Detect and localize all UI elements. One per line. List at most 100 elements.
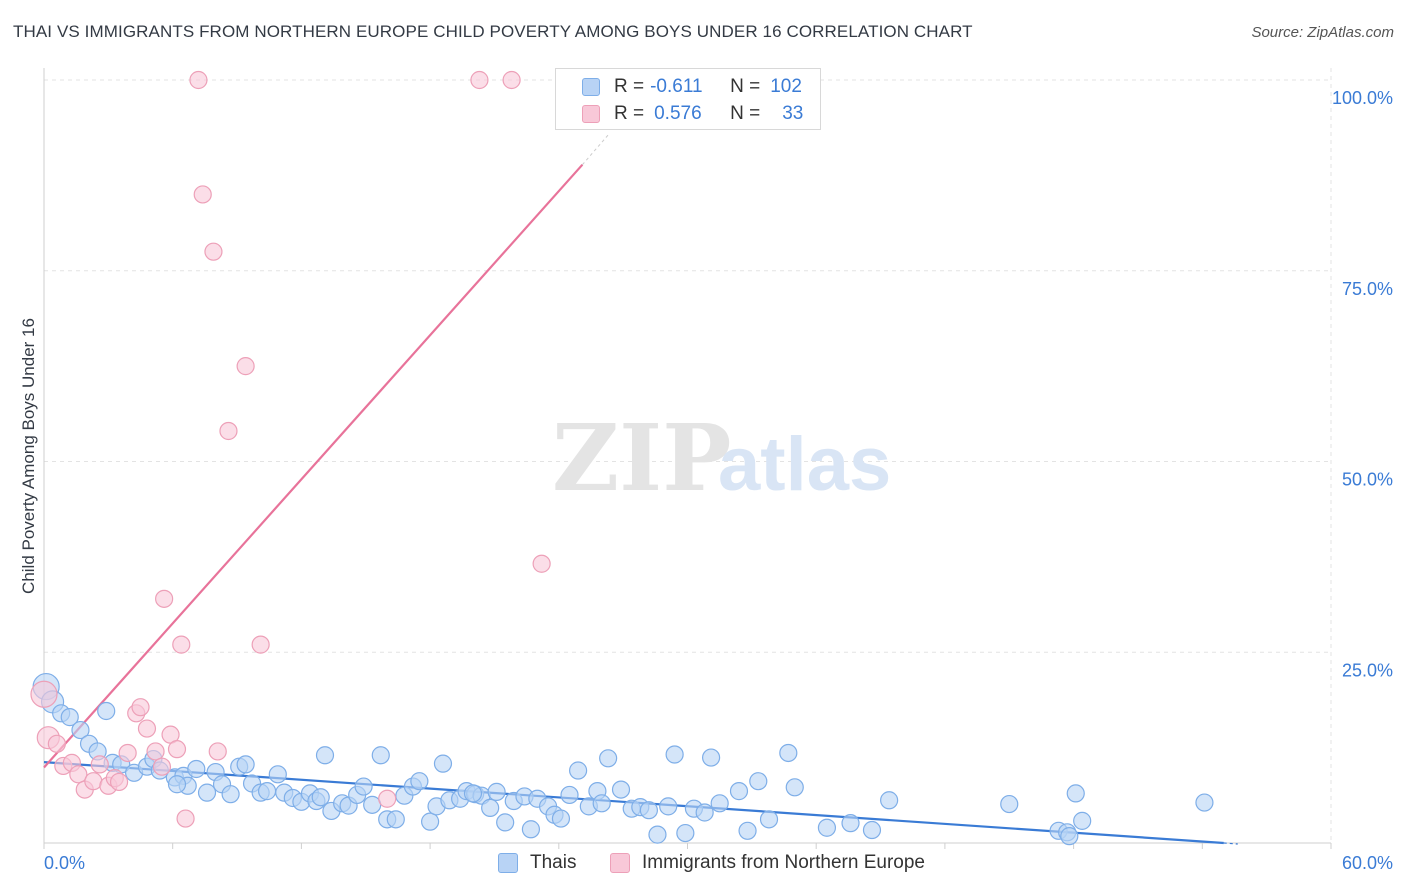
thais-point: [167, 775, 187, 794]
thais-point: [695, 803, 714, 822]
immigrants-point: [189, 70, 208, 90]
legend-swatch-thais: [498, 853, 518, 873]
x-tick-label: 60.0%: [1342, 853, 1393, 873]
legend-swatch-immigrants: [582, 105, 600, 123]
thais-point: [841, 814, 860, 833]
thais-point: [268, 765, 287, 784]
thais-point: [60, 708, 79, 727]
r-value: -0.611: [650, 76, 703, 97]
thais-point: [880, 791, 899, 810]
watermark-atlas: atlas: [718, 422, 891, 507]
thais-point: [639, 801, 658, 820]
immigrants-point: [208, 742, 227, 761]
trend-line-immigrants: [43, 163, 584, 769]
thais-point: [569, 761, 588, 780]
watermark-zip: ZIP: [552, 404, 731, 512]
immigrants-point: [152, 757, 172, 776]
thais-point: [386, 810, 405, 829]
thais-point: [187, 759, 206, 779]
thais-point: [648, 825, 667, 844]
immigrants-point: [204, 242, 223, 261]
trend-line-immigrants-extension: [582, 134, 609, 166]
immigrants-point: [84, 772, 103, 791]
legend-row-thais: R = -0.611 N = 102: [582, 74, 802, 100]
thais-point: [257, 782, 277, 801]
immigrants-point: [219, 421, 238, 441]
data-points: [30, 70, 1214, 846]
source-label: Source: ZipAtlas.com: [1251, 24, 1394, 41]
r-value: 0.576: [654, 103, 702, 124]
thais-point: [729, 782, 749, 801]
thais-point: [1073, 811, 1092, 830]
y-tick-label: 50.0%: [1342, 470, 1393, 490]
thais-point: [1000, 794, 1019, 814]
thais-point: [817, 818, 837, 837]
thais-point: [481, 798, 500, 818]
legend-item-immigrants[interactable]: Immigrants from Northern Europe: [610, 852, 925, 874]
n-label: N =: [730, 103, 761, 124]
thais-point: [463, 784, 483, 803]
thais-point: [487, 782, 506, 801]
thais-point: [421, 812, 440, 831]
legend-swatch-immigrants: [610, 853, 630, 873]
thais-point: [710, 794, 729, 813]
immigrants-point: [470, 70, 489, 90]
series-legend: Thais Immigrants from Northern Europe: [0, 852, 1406, 878]
y-tick-label: 75.0%: [1342, 279, 1393, 299]
immigrants-point: [30, 680, 58, 708]
r-label: R =: [614, 76, 645, 97]
immigrants-point: [193, 185, 212, 204]
trend-line-thais-extension: [1223, 842, 1238, 845]
thais-point: [371, 746, 390, 765]
legend-item-thais[interactable]: Thais: [498, 852, 576, 874]
thais-point: [354, 777, 373, 796]
axes: [43, 68, 1332, 849]
thais-point: [551, 809, 571, 828]
immigrants-point: [172, 635, 191, 654]
immigrants-point: [167, 740, 187, 759]
thais-point: [410, 772, 429, 791]
thais-point: [1195, 793, 1214, 812]
immigrants-point: [251, 635, 270, 654]
tick-labels: 25.0% 50.0% 75.0% 100.0% 0.0% 60.0%: [44, 88, 1393, 873]
x-tick-label: 0.0%: [44, 853, 85, 873]
thais-point: [785, 778, 804, 797]
thais-point: [97, 701, 116, 721]
thais-point: [311, 788, 330, 807]
thais-point: [862, 820, 882, 840]
immigrants-point: [90, 755, 109, 774]
y-tick-label: 100.0%: [1332, 88, 1393, 108]
thais-point: [1060, 827, 1079, 846]
immigrants-point: [131, 698, 150, 717]
thais-point: [221, 785, 240, 804]
y-tick-label: 25.0%: [1342, 660, 1393, 680]
n-label: N =: [730, 76, 761, 97]
immigrants-point: [378, 789, 397, 808]
watermark: ZIP atlas: [552, 404, 891, 512]
thais-point: [236, 755, 255, 774]
immigrants-point: [137, 719, 157, 738]
immigrants-point: [532, 554, 551, 573]
immigrants-point: [176, 809, 195, 828]
legend-swatch-thais: [582, 78, 600, 96]
thais-point: [738, 821, 757, 840]
thais-point: [779, 743, 798, 763]
thais-point: [71, 720, 90, 740]
thais-point: [599, 749, 618, 768]
thais-point: [676, 823, 695, 843]
thais-point: [433, 754, 453, 773]
legend-label-thais: Thais: [530, 852, 577, 873]
thais-point: [701, 748, 721, 767]
thais-point: [560, 785, 579, 805]
r-label: R =: [614, 103, 645, 124]
thais-point: [665, 745, 684, 764]
thais-point: [496, 813, 515, 832]
immigrants-point: [47, 734, 66, 753]
immigrants-point: [146, 742, 165, 761]
correlation-legend: R = -0.611 N = 102 R = 0.576 N = 33: [555, 68, 821, 130]
thais-point: [1066, 784, 1085, 803]
thais-point: [315, 746, 335, 765]
immigrants-point: [155, 589, 174, 608]
thais-point: [749, 772, 768, 791]
chart-title: THAI VS IMMIGRANTS FROM NORTHERN EUROPE …: [13, 22, 973, 41]
